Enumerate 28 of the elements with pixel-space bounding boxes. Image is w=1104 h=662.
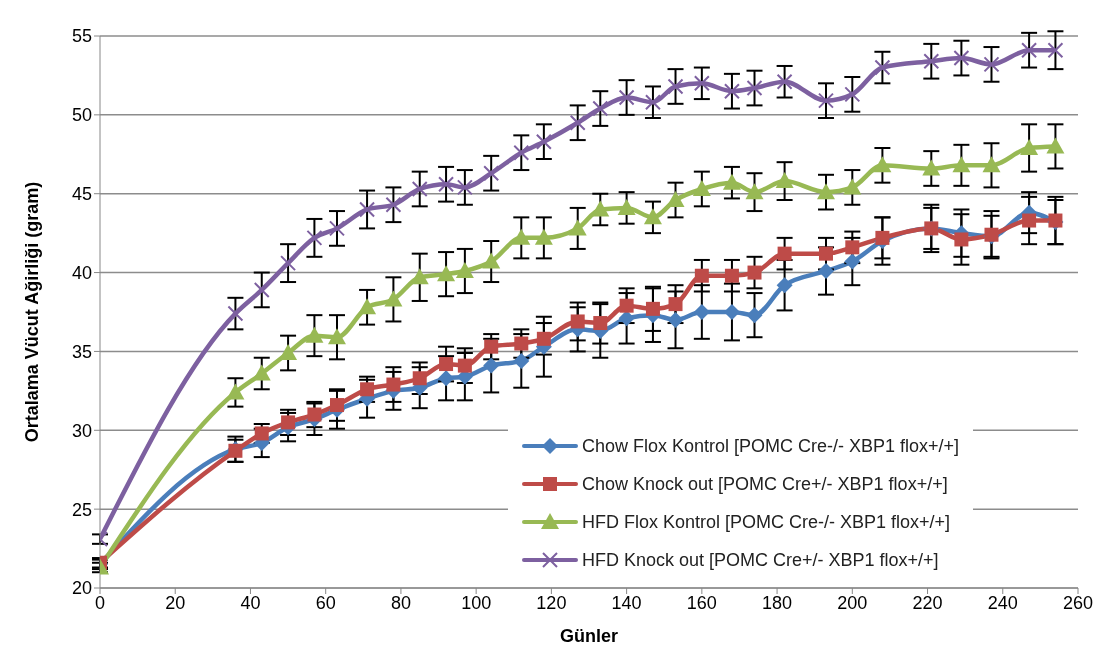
y-tick-label: 55 (71, 26, 92, 47)
x-tick-label: 240 (987, 592, 1018, 613)
y-tick-label: 20 (71, 578, 92, 599)
x-tick-label: 140 (611, 592, 642, 613)
y-tick-label: 30 (71, 420, 92, 441)
y-tick-label: 35 (71, 341, 92, 362)
x-tick-label: 40 (240, 592, 261, 613)
x-axis-title: Günler (559, 626, 619, 646)
x-tick-label: 120 (536, 592, 567, 613)
y-axis-title: Ortalama Vücut Ağirliği (gram) (22, 181, 43, 443)
legend-label: Chow Knock out [POMC Cre+/- XBP1 flox+/+] (582, 473, 948, 495)
y-tick-label: 40 (71, 262, 92, 283)
legend-label: HFD Flox Kontrol [POMC Cre-/- XBP1 flox+/+] (582, 511, 951, 533)
x-tick-label: 220 (912, 592, 943, 613)
x-tick-label: 160 (686, 592, 717, 613)
y-tick-label: 50 (71, 105, 92, 126)
x-tick-label: 60 (315, 592, 336, 613)
legend-label: Chow Flox Kontrol [POMC Cre-/- XBP1 flox+/+] (582, 435, 960, 457)
x-tick-label: 80 (390, 592, 411, 613)
x-tick-label: 100 (461, 592, 492, 613)
x-tick-label: 200 (837, 592, 868, 613)
x-tick-label: 260 (1062, 592, 1094, 613)
y-tick-label: 25 (71, 499, 92, 520)
legend-label: HFD Knock out [POMC Cre+/- XBP1 flox+/+] (582, 549, 939, 571)
x-tick-label: 0 (94, 592, 106, 613)
x-tick-label: 20 (165, 592, 186, 613)
x-tick-label: 180 (762, 592, 793, 613)
y-tick-label: 45 (71, 184, 92, 205)
